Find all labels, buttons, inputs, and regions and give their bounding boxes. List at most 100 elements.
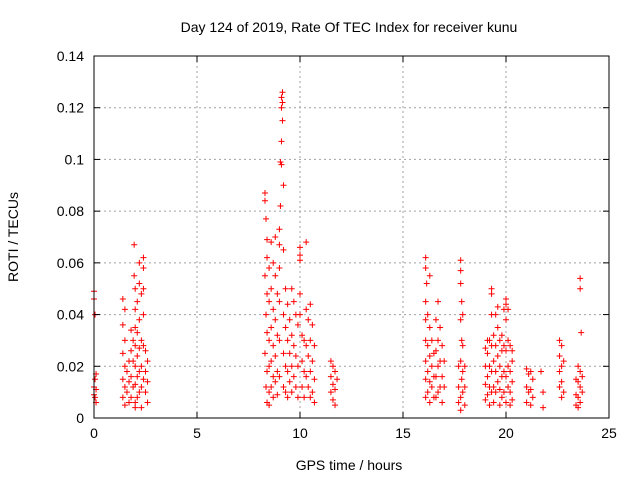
data-point <box>268 324 275 331</box>
data-point <box>264 329 271 336</box>
data-point <box>457 316 464 323</box>
data-point <box>327 389 334 396</box>
data-point <box>274 368 281 375</box>
data-point <box>422 265 429 272</box>
data-point <box>509 347 516 354</box>
data-point <box>500 389 507 396</box>
data-point <box>121 363 128 370</box>
data-point <box>435 389 442 396</box>
data-point <box>509 358 516 365</box>
data-point <box>272 316 279 323</box>
data-point <box>426 378 433 385</box>
data-point <box>119 394 126 401</box>
data-point <box>435 298 442 305</box>
data-point <box>121 306 128 313</box>
data-point <box>505 363 512 370</box>
data-point <box>276 373 283 380</box>
data-point <box>577 285 584 292</box>
data-point <box>294 363 301 370</box>
data-point <box>277 202 284 209</box>
data-point <box>459 342 466 349</box>
data-point <box>309 321 316 328</box>
data-point <box>503 373 509 380</box>
data-point <box>138 337 145 344</box>
data-point <box>426 352 433 359</box>
data-point <box>309 389 316 396</box>
data-point <box>280 246 287 253</box>
axis-ticks <box>93 55 610 419</box>
data-point <box>523 383 530 390</box>
data-point <box>132 306 139 313</box>
data-point <box>457 280 464 287</box>
data-point <box>264 290 271 297</box>
data-point <box>488 285 495 292</box>
data-point <box>461 383 468 390</box>
data-point <box>509 396 516 403</box>
data-point <box>136 368 143 375</box>
data-point <box>299 358 306 365</box>
data-point <box>538 368 545 375</box>
data-point <box>432 373 439 380</box>
data-point <box>507 389 514 396</box>
grid-lines <box>94 56 609 418</box>
data-point <box>278 94 285 101</box>
data-point <box>140 311 147 318</box>
data-point <box>272 234 279 240</box>
data-point <box>280 383 287 390</box>
data-point <box>134 394 141 401</box>
data-point <box>558 394 565 401</box>
data-point <box>297 252 303 259</box>
data-point <box>136 389 143 396</box>
data-point <box>278 161 285 168</box>
data-point <box>266 298 273 305</box>
y-tick-label: 0.14 <box>57 48 84 64</box>
data-point <box>301 368 308 375</box>
data-point <box>482 396 489 403</box>
data-point <box>311 342 318 349</box>
data-point <box>439 373 446 380</box>
data-point <box>492 368 499 375</box>
x-tick-labels: 0 5 10 15 20 25 <box>90 425 617 441</box>
plot-frame <box>93 55 610 419</box>
data-point <box>138 363 145 370</box>
data-point <box>509 378 516 385</box>
data-point <box>284 337 291 344</box>
data-point <box>556 352 563 359</box>
data-point <box>327 373 334 380</box>
data-point <box>307 394 314 401</box>
data-point <box>490 399 497 406</box>
data-point <box>121 402 128 409</box>
data-point <box>261 272 268 279</box>
data-point <box>142 368 149 375</box>
data-point <box>494 378 501 385</box>
data-point <box>286 378 293 385</box>
data-point <box>134 352 141 359</box>
data-point <box>488 290 495 297</box>
y-tick-label: 0.08 <box>57 203 84 219</box>
data-point <box>482 345 489 352</box>
data-point <box>278 138 285 145</box>
data-point <box>268 358 275 365</box>
data-point <box>268 239 275 246</box>
data-point <box>126 399 133 406</box>
data-point <box>432 394 439 401</box>
data-point <box>496 386 503 393</box>
data-point <box>136 345 143 352</box>
data-point <box>437 324 444 331</box>
data-point <box>268 383 275 390</box>
data-point <box>280 182 287 189</box>
y-axis-title: ROTI / TECUs <box>5 192 21 282</box>
x-tick-label: 15 <box>395 425 411 441</box>
data-point <box>486 363 493 370</box>
data-point <box>503 399 509 406</box>
data-point <box>130 358 137 365</box>
data-point <box>297 244 303 251</box>
data-point <box>276 337 283 344</box>
data-point <box>556 337 563 344</box>
data-point <box>134 373 141 380</box>
data-point <box>507 342 514 349</box>
data-point <box>496 337 503 344</box>
data-point <box>426 324 433 331</box>
data-point <box>423 280 430 287</box>
data-point <box>422 337 429 344</box>
